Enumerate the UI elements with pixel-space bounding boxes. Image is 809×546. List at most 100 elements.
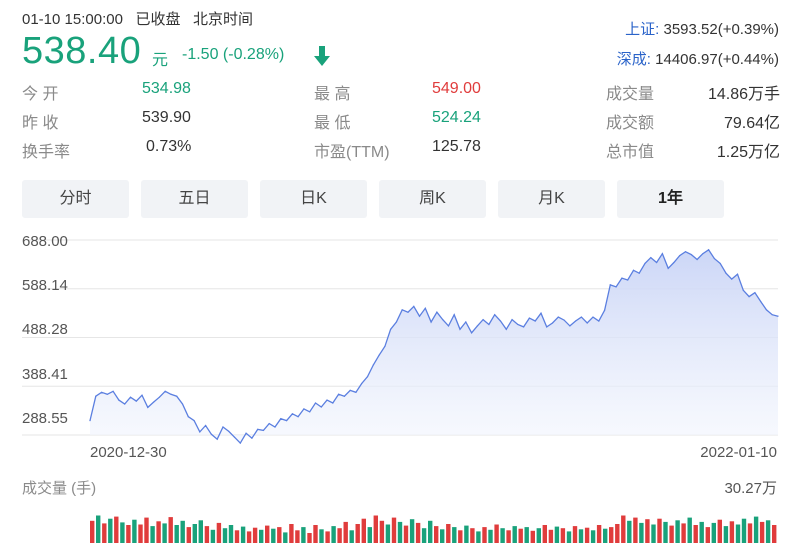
price-point xyxy=(193,420,195,422)
y-tick-label: 588.14 xyxy=(22,277,68,294)
price-point xyxy=(199,431,201,433)
volume-bar xyxy=(530,530,535,543)
stat-key: 市盈(TTM) xyxy=(314,144,390,161)
x-tick-label-end: 2022-01-10 xyxy=(700,444,777,461)
volume-bar xyxy=(645,519,650,543)
tab-weekly-k[interactable]: 周K xyxy=(379,180,486,218)
period-tabs: 分时 五日 日K 周K 月K 1年 xyxy=(22,180,782,218)
volume-bar xyxy=(687,517,692,543)
stat-value: 534.98 xyxy=(142,80,191,97)
price-point xyxy=(228,430,230,432)
price-point xyxy=(216,438,218,440)
tab-daily-k[interactable]: 日K xyxy=(260,180,367,218)
volume-bar xyxy=(120,522,125,543)
volume-bar xyxy=(765,520,771,543)
price-point xyxy=(274,426,276,428)
price-point xyxy=(690,254,692,256)
price-point xyxy=(708,249,710,251)
price-point xyxy=(777,315,779,317)
price-point xyxy=(731,278,733,280)
price-point xyxy=(494,314,496,316)
tab-five-day[interactable]: 五日 xyxy=(141,180,248,218)
volume-bar xyxy=(621,515,626,543)
volume-bar xyxy=(234,530,240,543)
volume-bar xyxy=(542,525,547,543)
stat-key: 昨 收 xyxy=(22,115,59,132)
price-point xyxy=(447,325,450,327)
stat-value: 524.24 xyxy=(432,109,481,126)
index-shenzhen[interactable]: 深成: 14406.97(+0.44%) xyxy=(617,48,779,69)
tab-intraday[interactable]: 分时 xyxy=(22,180,129,218)
stat-key: 换手率 xyxy=(22,144,71,161)
price-point xyxy=(511,318,513,321)
volume-bar xyxy=(500,528,505,543)
price-point xyxy=(291,413,293,415)
volume-bar xyxy=(132,519,137,543)
volume-bar xyxy=(289,524,294,543)
price-points xyxy=(89,249,779,444)
volume-bar xyxy=(548,529,554,543)
price-point xyxy=(205,424,207,427)
price-point xyxy=(592,316,594,318)
price-point xyxy=(181,403,184,405)
price-point xyxy=(141,394,143,396)
volume-bar xyxy=(494,524,499,543)
price-point xyxy=(424,307,426,309)
volume-bar xyxy=(639,522,644,543)
price-point xyxy=(667,267,669,269)
price-line xyxy=(89,248,779,445)
volume-bar xyxy=(458,530,463,543)
price-point xyxy=(285,420,288,422)
stat-value: 125.78 xyxy=(432,138,481,155)
tab-one-year[interactable]: 1年 xyxy=(617,180,724,218)
price-point xyxy=(534,320,536,322)
index-value: 3593.52(+0.39%) xyxy=(663,21,779,38)
price-point xyxy=(152,401,155,403)
price-point xyxy=(332,402,334,404)
volume-bar xyxy=(198,520,203,543)
price-point xyxy=(499,320,502,322)
price-point xyxy=(684,251,687,253)
price-point xyxy=(384,345,386,348)
volume-bar xyxy=(397,521,403,543)
tab-monthly-k[interactable]: 月K xyxy=(498,180,605,218)
quote-stats: 今 开 534.98 最 高 549.00 成交量 14.86万手 昨 收 53… xyxy=(22,78,782,166)
y-tick-label: 488.28 xyxy=(22,321,68,338)
stat-value: 79.64亿 xyxy=(723,115,780,132)
price-point xyxy=(413,305,415,307)
price-point xyxy=(442,318,444,321)
index-label: 上证: xyxy=(625,21,660,38)
price-point xyxy=(754,292,756,294)
price-point xyxy=(517,323,519,326)
price-point xyxy=(280,418,282,420)
volume-bar xyxy=(572,526,578,543)
volume-bar xyxy=(409,519,415,543)
index-shanghai[interactable]: 上证: 3593.52(+0.39%) xyxy=(625,18,779,39)
price-point xyxy=(349,389,351,391)
price-point xyxy=(488,323,490,326)
volume-bar xyxy=(596,525,602,543)
volume-bar xyxy=(440,529,445,543)
price-point xyxy=(395,321,398,323)
stat-key: 成交额 xyxy=(606,115,655,132)
price-area xyxy=(90,249,778,444)
volume-bar xyxy=(265,525,270,543)
price-chart[interactable]: 688.00 588.14 488.28 388.41 288.55 2020-… xyxy=(0,225,809,546)
price-point xyxy=(158,396,160,398)
price-point xyxy=(742,289,744,291)
price-point xyxy=(309,411,311,413)
volume-bar xyxy=(138,524,143,543)
price-point xyxy=(655,261,658,264)
volume-bar xyxy=(741,518,747,543)
volume-bar xyxy=(379,520,385,543)
price-point xyxy=(106,393,108,395)
volume-bar xyxy=(536,528,541,543)
price-point xyxy=(586,322,588,324)
volume-bar xyxy=(560,528,566,543)
price-point xyxy=(540,312,542,314)
price-point xyxy=(546,326,548,328)
index-value: 14406.97(+0.44%) xyxy=(655,51,779,68)
price-point xyxy=(326,399,328,401)
volume-bar xyxy=(675,520,680,543)
y-tick-label: 288.55 xyxy=(22,410,68,427)
